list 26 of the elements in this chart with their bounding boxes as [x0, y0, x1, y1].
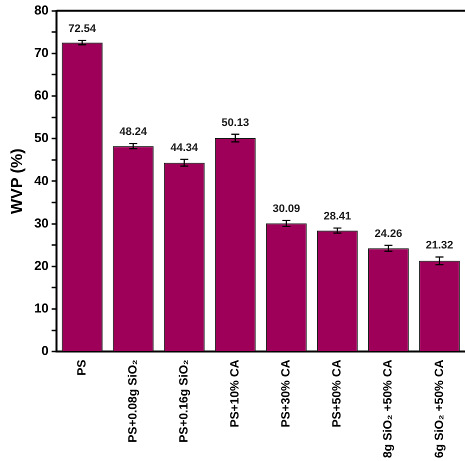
data-label: 48.24: [119, 126, 148, 138]
data-label: 50.13: [222, 116, 250, 129]
y-tick-label: 20: [34, 258, 49, 274]
data-label: 24.26: [374, 228, 402, 240]
y-tick-label: 60: [34, 88, 49, 103]
x-tick-label: 6g SiO₂ +50% CA: [432, 359, 446, 458]
x-tick-label: PS+30% CA: [278, 359, 293, 428]
y-tick-label: 0: [41, 343, 49, 358]
y-tick-label: 10: [34, 300, 49, 316]
y-tick-label: 50: [34, 130, 49, 146]
x-tick-label: 8g SiO₂ +50% CA: [380, 359, 395, 458]
data-label: 44.34: [170, 142, 199, 154]
y-tick-label: 70: [34, 44, 49, 60]
x-tick-label: PS+50% CA: [330, 359, 344, 428]
data-label: 21.32: [426, 240, 454, 252]
y-tick-label: 40: [34, 172, 49, 188]
y-axis-title: WVP (%): [9, 148, 26, 214]
data-label: 28.41: [324, 210, 352, 223]
x-tick-label: PS+0.16g SiO₂: [176, 360, 191, 443]
x-tick-label: PS+10% CA: [228, 359, 242, 428]
data-label: 72.54: [68, 22, 97, 35]
y-tick-label: 30: [34, 215, 49, 230]
x-tick-label: PS+0.08g SiO₂: [126, 360, 140, 443]
data-label: 30.09: [272, 202, 300, 215]
x-tick-label: PS: [74, 360, 88, 376]
y-tick-label: 80: [34, 2, 49, 18]
